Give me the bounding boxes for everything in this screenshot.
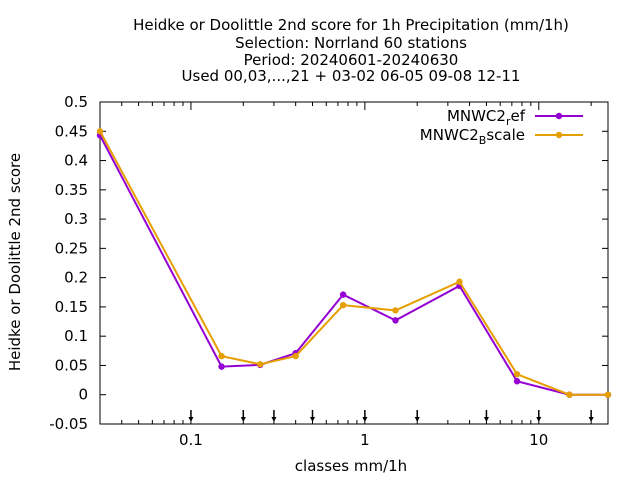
plot-frame [99, 101, 609, 425]
threshold-marker-arrow [536, 417, 542, 422]
series-point-1 [513, 378, 521, 385]
title-line-4: Used 00,03,...,21 + 03-02 06-05 09-08 12… [182, 67, 521, 85]
threshold-marker-arrow [483, 417, 489, 422]
threshold-marker-arrow [588, 417, 594, 422]
threshold-marker-arrow [414, 417, 420, 422]
series-point-2 [218, 352, 225, 360]
y-tick-label: 0.45 [55, 122, 88, 140]
legend-marker-1 [555, 112, 563, 120]
threshold-marker-arrow [271, 417, 277, 422]
legend-label-2: MNWC2Bscale [420, 126, 525, 147]
y-tick-label: 0.05 [55, 356, 88, 374]
series-point-2 [392, 307, 399, 314]
legend-marker-2 [555, 131, 563, 139]
y-tick-label: 0.35 [55, 181, 88, 199]
threshold-markers [188, 410, 594, 422]
series-point-2 [604, 391, 612, 398]
series-point-1 [339, 291, 347, 298]
threshold-marker-arrow [310, 417, 316, 422]
threshold-marker-arrow [240, 417, 246, 422]
legend-label-1: MNWC2ref [447, 107, 526, 128]
series-point-2 [566, 391, 573, 398]
y-tick-label: 0.5 [64, 93, 88, 111]
title-line-2: Selection: Norrland 60 stations [235, 34, 467, 52]
plot-area [99, 101, 609, 425]
x-tick-label: 0.1 [179, 431, 203, 449]
y-tick-label: 0.2 [64, 269, 88, 287]
series-line-2 [99, 130, 608, 396]
x-tick-label: 10 [529, 431, 548, 449]
title-line-1: Heidke or Doolittle 2nd score for 1h Pre… [133, 16, 569, 34]
y-tick-label: 0.4 [64, 152, 88, 170]
y-tick-label: 0.1 [64, 327, 88, 345]
y-tick-label: 0.3 [64, 210, 88, 228]
y-axis: -0.05 0 0.05 0.1 0.15 0.2 0.25 0.3 0.35 0.4 0.45 0.… [49, 93, 608, 433]
threshold-marker-arrow [188, 417, 194, 422]
y-tick-label: 0.15 [55, 298, 88, 316]
series-point-1 [218, 363, 225, 370]
series-point-2 [513, 371, 521, 378]
y-axis-label: Heidke or Doolittle 2nd score [6, 153, 24, 371]
series-point-2 [456, 278, 463, 285]
series-point-2 [96, 128, 104, 135]
series-point-2 [292, 352, 299, 360]
x-axis-label: classes mm/1h [295, 457, 407, 475]
x-axis: 0.1 1 10 [99, 102, 592, 449]
series-group [96, 128, 612, 398]
x-tick-label: 1 [360, 431, 370, 449]
y-tick-label: -0.05 [49, 415, 88, 433]
series-point-1 [392, 317, 399, 324]
chart-title: Heidke or Doolittle 2nd score for 1h Pre… [133, 16, 569, 85]
y-tick-label: 0 [78, 386, 88, 404]
y-tick-label: 0.25 [55, 239, 88, 257]
title-line-3: Period: 20240601-20240630 [244, 51, 459, 69]
series-line-1 [99, 134, 608, 396]
threshold-marker-arrow [362, 417, 368, 422]
series-point-2 [339, 301, 347, 309]
series-point-2 [256, 361, 264, 368]
